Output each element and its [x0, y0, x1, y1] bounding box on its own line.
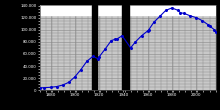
Bar — [40, 6, 216, 15]
Bar — [92, 6, 97, 90]
Bar — [122, 6, 129, 90]
